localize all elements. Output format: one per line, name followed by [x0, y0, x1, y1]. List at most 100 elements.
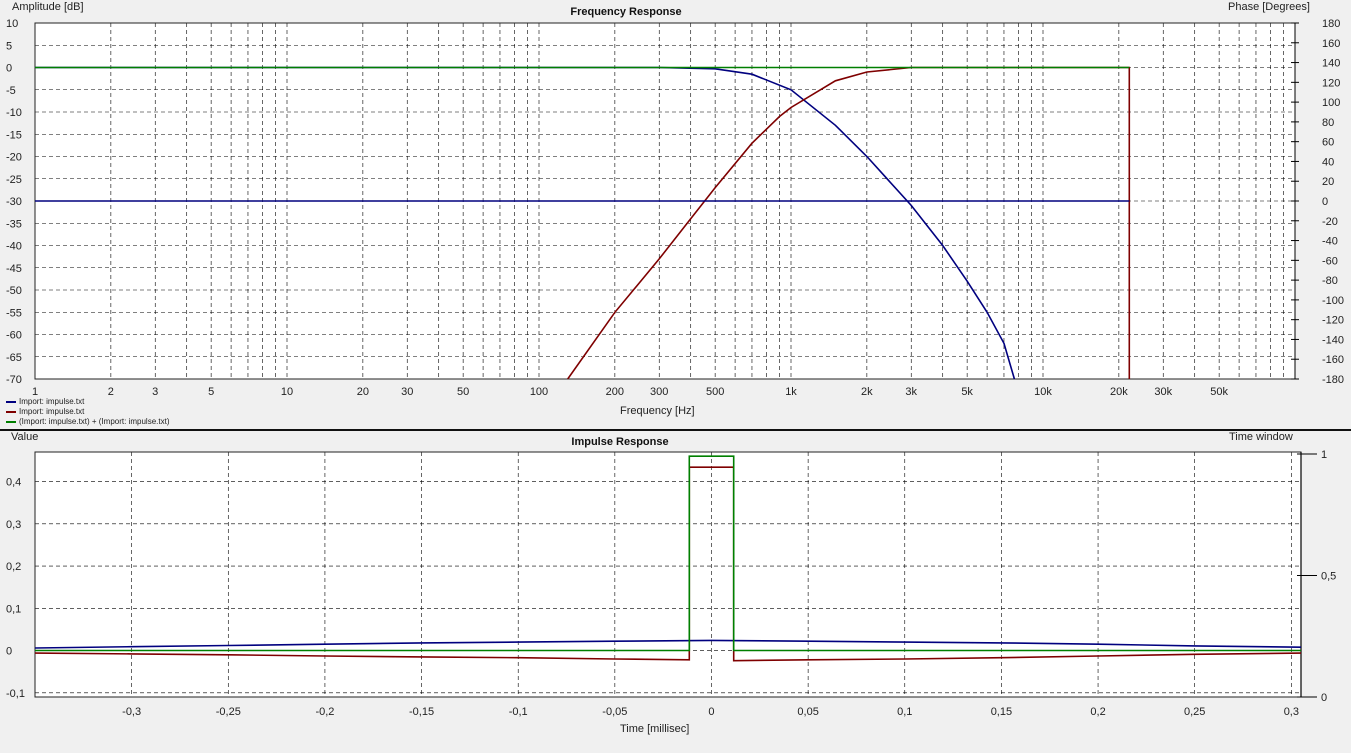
- freq-y2-tick-label: -20: [1322, 216, 1338, 228]
- imp-y-tick-label: 0,1: [6, 603, 21, 615]
- freq-y2-tick-label: 120: [1322, 77, 1340, 89]
- legend-label: (Import: impulse.txt) + (Import: impulse…: [19, 417, 170, 426]
- freq-x-tick-label: 3k: [905, 386, 917, 398]
- freq-x-tick-label: 50: [457, 386, 469, 398]
- imp-xlabel: Time [millisec]: [620, 723, 690, 735]
- legend-swatch-blue: [6, 401, 16, 403]
- impulse-response-chart[interactable]: 0,4 0,3 0,2 0,1 0 -0,1 -0,3 -0,25 -0,2 -0,15 -0,1 -…: [0, 430, 1351, 748]
- imp-y-tick-label: 0,2: [6, 561, 21, 573]
- imp-x-tick-label: -0,05: [602, 706, 627, 718]
- imp-x-tick-label: -0,1: [509, 706, 528, 718]
- imp-x-tick-label: -0,25: [216, 706, 241, 718]
- freq-x-tick-label: 3: [152, 386, 158, 398]
- legend-label: Import: impulse.txt: [19, 397, 85, 406]
- legend-item[interactable]: Import: impulse.txt: [6, 407, 169, 417]
- freq-y-tick-label: -30: [6, 196, 22, 208]
- freq-y2label: Phase [Degrees]: [1228, 1, 1310, 13]
- imp-x-tick-label: 0,2: [1090, 706, 1105, 718]
- freq-y-tick-label: -55: [6, 307, 22, 319]
- freq-y-tick-label: 0: [6, 63, 12, 75]
- freq-xlabel: Frequency [Hz]: [620, 405, 695, 417]
- freq-y2-tick-label: 20: [1322, 176, 1334, 188]
- imp-x-tick-label: 0,15: [991, 706, 1012, 718]
- freq-x-tick-label: 20: [357, 386, 369, 398]
- freq-y2-tick-label: 180: [1322, 18, 1340, 30]
- freq-y2-tick-label: -160: [1322, 354, 1344, 366]
- freq-y-tick-label: -10: [6, 107, 22, 119]
- imp-y2-tick-label: 0: [1321, 692, 1327, 704]
- freq-y2-tick-label: -140: [1322, 334, 1344, 346]
- imp-x-tick-label: -0,3: [122, 706, 141, 718]
- freq-x-tick-label: 10k: [1034, 386, 1052, 398]
- freq-legend: Import: impulse.txt Import: impulse.txt …: [6, 397, 169, 427]
- freq-y2-tick-label: -100: [1322, 295, 1344, 307]
- imp-title: Impulse Response: [571, 436, 669, 448]
- imp-x-tick-label: 0,25: [1184, 706, 1205, 718]
- freq-x-tick-label: 100: [530, 386, 548, 398]
- freq-x-tick-label: 300: [650, 386, 668, 398]
- freq-y-tick-label: -20: [6, 152, 22, 164]
- freq-x-tick-label: 5: [208, 386, 214, 398]
- freq-y-tick-label: -60: [6, 330, 22, 342]
- freq-y-tick-label: -15: [6, 129, 22, 141]
- impulse-response-panel: 0,4 0,3 0,2 0,1 0 -0,1 -0,3 -0,25 -0,2 -0,15 -0,1 -…: [0, 430, 1351, 748]
- imp-y-tick-label: 0: [6, 646, 12, 658]
- freq-x-tick-label: 2: [108, 386, 114, 398]
- imp-y2-tick-label: 0,5: [1321, 571, 1336, 583]
- imp-x-tick-label: 0,05: [797, 706, 818, 718]
- freq-y2-tick-label: 140: [1322, 58, 1340, 70]
- freq-y2-tick-label: -60: [1322, 255, 1338, 267]
- freq-x-tick-label: 5k: [961, 386, 973, 398]
- imp-y-tick-label: -0,1: [6, 688, 25, 700]
- freq-x-tick-label: 200: [606, 386, 624, 398]
- freq-y-tick-label: -45: [6, 263, 22, 275]
- freq-y2-tick-label: -80: [1322, 275, 1338, 287]
- freq-ylabel: Amplitude [dB]: [12, 1, 84, 13]
- imp-x-tick-label: 0,1: [897, 706, 912, 718]
- freq-y2-tick-label: 60: [1322, 137, 1334, 149]
- freq-y-tick-label: -70: [6, 374, 22, 386]
- freq-y-tick-label: -25: [6, 174, 22, 186]
- freq-y2-tick-label: 40: [1322, 156, 1334, 168]
- imp-x-tick-label: 0,3: [1284, 706, 1299, 718]
- freq-x-tick-label: 30k: [1154, 386, 1172, 398]
- imp-series-line-0: [34, 639, 1302, 649]
- freq-y2-tick-label: -180: [1322, 374, 1344, 386]
- freq-title: Frequency Response: [570, 6, 682, 18]
- legend-label: Import: impulse.txt: [19, 407, 85, 416]
- imp-y2-tick-label: 1: [1321, 449, 1327, 461]
- freq-y-tick-label: 10: [6, 18, 18, 30]
- freq-y2-tick-label: -120: [1322, 315, 1344, 327]
- freq-x-tick-label: 1k: [785, 386, 797, 398]
- freq-y2-tick-label: 80: [1322, 117, 1334, 129]
- freq-y2-tick-label: 100: [1322, 97, 1340, 109]
- freq-y-tick-label: -35: [6, 218, 22, 230]
- frequency-response-chart[interactable]: 1050-5-10-15-20-25-30-35-40-45-50-55-60-…: [0, 0, 1351, 430]
- freq-x-tick-label: 30: [401, 386, 413, 398]
- freq-x-tick-label: 20k: [1110, 386, 1128, 398]
- freq-x-tick-label: 500: [706, 386, 724, 398]
- imp-x-tick-label: -0,2: [315, 706, 334, 718]
- legend-swatch-red: [6, 411, 16, 413]
- freq-y-tick-label: -40: [6, 241, 22, 253]
- legend-item[interactable]: Import: impulse.txt: [6, 397, 169, 407]
- legend-item[interactable]: (Import: impulse.txt) + (Import: impulse…: [6, 417, 169, 427]
- frequency-response-panel: 10 5 0 -5 -10 -15 -20 -25 -30 -35 -40 -45 -50 -55 -60-…: [0, 0, 1351, 430]
- freq-y2-tick-label: 0: [1322, 196, 1328, 208]
- legend-swatch-green: [6, 421, 16, 423]
- freq-x-tick-label: 2k: [861, 386, 873, 398]
- freq-y2-tick-label: -40: [1322, 236, 1338, 248]
- freq-y-tick-label: -65: [6, 352, 22, 364]
- panel-divider[interactable]: [0, 429, 1351, 431]
- freq-y-tick-label: 5: [6, 40, 12, 52]
- imp-x-tick-label: -0,15: [409, 706, 434, 718]
- imp-y-tick-label: 0,4: [6, 477, 21, 489]
- freq-y-tick-label: -50: [6, 285, 22, 297]
- freq-y-tick-label: -5: [6, 85, 16, 97]
- freq-x-tick-label: 1: [32, 386, 38, 398]
- imp-y2label: Time window: [1229, 431, 1293, 443]
- imp-y-tick-label: 0,3: [6, 519, 21, 531]
- freq-y2-tick-label: 160: [1322, 38, 1340, 50]
- imp-series-line-2: [35, 455, 1301, 652]
- imp-ylabel: Value: [11, 431, 39, 443]
